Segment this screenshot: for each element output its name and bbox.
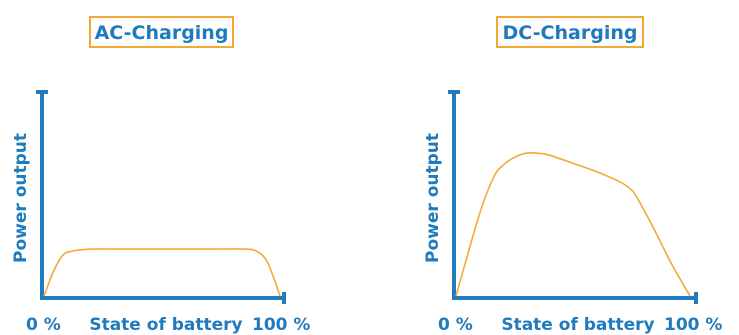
ac-chart-title: AC-Charging [95, 22, 229, 44]
dc-y-axis-label: Power output [423, 133, 443, 263]
dc-series-line [455, 152, 691, 297]
ac-x-axis-label: State of battery [89, 315, 242, 335]
ac-series-line [43, 248, 281, 297]
ac-x-tick-0: 0 % [26, 315, 61, 335]
ac-y-axis-label: Power output [11, 133, 31, 263]
dc-title-box [496, 16, 644, 48]
ac-title-box [89, 16, 234, 48]
dc-x-tick-1: 100 % [664, 315, 722, 335]
dc-chart-title: DC-Charging [503, 22, 638, 44]
dc-x-tick-0: 0 % [438, 315, 473, 335]
dc-x-axis-label: State of battery [501, 315, 654, 335]
ac-chart: AC-Charging Power output 0 % State of ba… [11, 16, 310, 335]
ac-x-tick-1: 100 % [252, 315, 310, 335]
dc-chart: DC-Charging Power output 0 % State of ba… [423, 16, 722, 335]
